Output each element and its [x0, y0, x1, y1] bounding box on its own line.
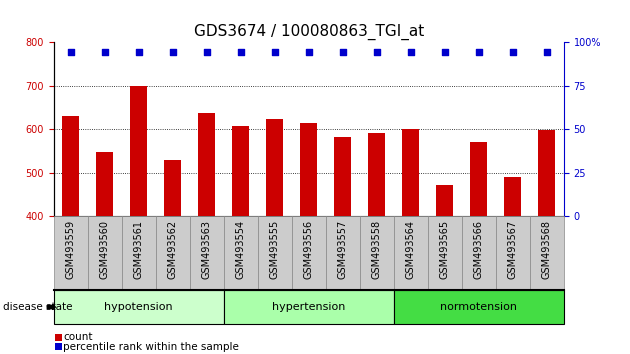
- Bar: [198, 113, 215, 216]
- Bar: [394, 216, 428, 290]
- Text: GSM493562: GSM493562: [168, 219, 178, 279]
- Bar: [403, 129, 420, 216]
- Text: normotension: normotension: [440, 302, 517, 312]
- Bar: [530, 216, 564, 290]
- Point: [202, 49, 212, 55]
- Bar: [88, 216, 122, 290]
- Bar: [368, 133, 386, 216]
- Point: [270, 49, 280, 55]
- Text: GSM493564: GSM493564: [406, 219, 416, 279]
- Point: [338, 49, 348, 55]
- Text: GSM493558: GSM493558: [372, 219, 382, 279]
- Text: GSM493557: GSM493557: [338, 219, 348, 279]
- Bar: [470, 142, 488, 216]
- Text: GSM493568: GSM493568: [542, 219, 552, 279]
- Point: [134, 49, 144, 55]
- Bar: [164, 160, 181, 216]
- Bar: [190, 216, 224, 290]
- Bar: [292, 216, 326, 290]
- Bar: [156, 216, 190, 290]
- Bar: [54, 290, 224, 324]
- Text: GSM493556: GSM493556: [304, 219, 314, 279]
- Point: [66, 49, 76, 55]
- Point: [372, 49, 382, 55]
- Bar: [96, 152, 113, 216]
- Bar: [428, 216, 462, 290]
- Text: GSM493560: GSM493560: [100, 219, 110, 279]
- Bar: [54, 216, 88, 290]
- Text: percentile rank within the sample: percentile rank within the sample: [63, 342, 239, 352]
- Text: GSM493563: GSM493563: [202, 219, 212, 279]
- Point: [542, 49, 552, 55]
- Bar: [436, 185, 454, 216]
- Bar: [326, 216, 360, 290]
- Bar: [301, 123, 318, 216]
- Text: hypertension: hypertension: [272, 302, 345, 312]
- Text: GSM493554: GSM493554: [236, 219, 246, 279]
- Point: [168, 49, 178, 55]
- Bar: [122, 216, 156, 290]
- Text: GSM493555: GSM493555: [270, 219, 280, 279]
- Text: count: count: [63, 332, 93, 342]
- Text: GSM493565: GSM493565: [440, 219, 450, 279]
- Text: GSM493561: GSM493561: [134, 219, 144, 279]
- Bar: [258, 216, 292, 290]
- Point: [304, 49, 314, 55]
- Bar: [538, 130, 556, 216]
- Point: [508, 49, 518, 55]
- Title: GDS3674 / 100080863_TGI_at: GDS3674 / 100080863_TGI_at: [193, 23, 424, 40]
- Bar: [224, 290, 394, 324]
- Bar: [130, 86, 147, 216]
- Bar: [62, 116, 79, 216]
- Text: GSM493566: GSM493566: [474, 219, 484, 279]
- Text: disease state: disease state: [3, 302, 72, 312]
- Bar: [335, 137, 352, 216]
- Point: [236, 49, 246, 55]
- Text: GSM493559: GSM493559: [66, 219, 76, 279]
- Bar: [394, 290, 564, 324]
- Text: GSM493567: GSM493567: [508, 219, 518, 279]
- Point: [474, 49, 484, 55]
- Bar: [360, 216, 394, 290]
- Bar: [462, 216, 496, 290]
- Point: [440, 49, 450, 55]
- Bar: [266, 119, 284, 216]
- Bar: [505, 177, 522, 216]
- Text: hypotension: hypotension: [105, 302, 173, 312]
- Bar: [232, 126, 249, 216]
- Bar: [224, 216, 258, 290]
- Bar: [496, 216, 530, 290]
- Point: [100, 49, 110, 55]
- Point: [406, 49, 416, 55]
